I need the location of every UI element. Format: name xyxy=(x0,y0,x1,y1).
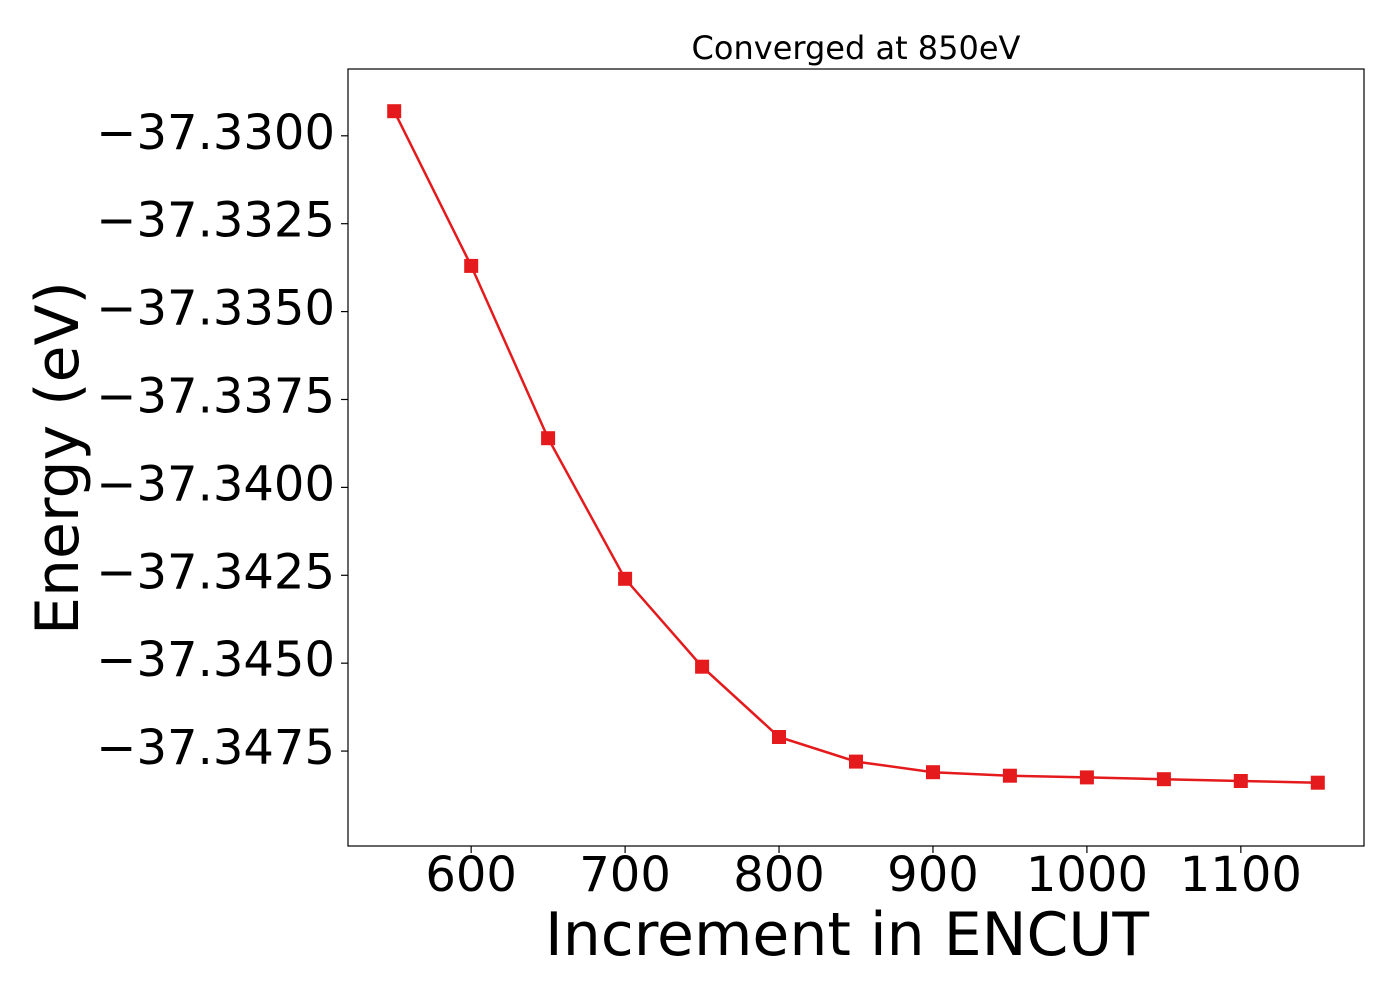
x-tick-label: 600 xyxy=(425,847,517,903)
data-point-marker xyxy=(541,431,556,446)
data-point-marker xyxy=(1310,775,1325,790)
y-axis-label: Energy (eV) xyxy=(23,281,93,635)
plot-area xyxy=(387,104,1325,790)
x-axis-ticks: 600 700 800 900 1000 1100 xyxy=(425,846,1302,903)
data-point-marker xyxy=(695,659,710,674)
data-point-marker xyxy=(1079,770,1094,785)
y-tick-label: −37.3375 xyxy=(96,368,335,424)
data-point-marker xyxy=(849,754,863,769)
data-point-marker xyxy=(387,104,402,119)
data-point-marker xyxy=(1156,772,1171,787)
y-axis-ticks: −37.3300 −37.3325 −37.3350 −37.3375 −37.3400… xyxy=(96,105,348,776)
y-tick-label: −37.3325 xyxy=(96,193,335,249)
y-tick-label: −37.3300 xyxy=(96,105,335,161)
y-tick-label: −37.3400 xyxy=(96,456,335,512)
y-tick-label: −37.3350 xyxy=(96,281,335,337)
data-point-marker xyxy=(1002,768,1017,783)
data-point-marker xyxy=(772,730,786,744)
x-tick-label: 1100 xyxy=(1180,847,1302,903)
x-tick-label: 800 xyxy=(733,847,825,903)
x-tick-label: 1000 xyxy=(1026,847,1148,903)
x-axis-label: Increment in ENCUT xyxy=(545,900,1149,970)
data-point-marker xyxy=(1233,774,1248,788)
y-tick-label: −37.3450 xyxy=(96,632,335,688)
y-tick-label: −37.3425 xyxy=(96,544,335,600)
axes-frame xyxy=(347,68,1365,847)
data-point-marker xyxy=(464,258,479,273)
data-point-marker xyxy=(618,571,633,586)
x-tick-label: 900 xyxy=(887,847,979,903)
data-point-marker xyxy=(926,765,940,780)
series-line xyxy=(393,110,1318,784)
y-tick-label: −37.3475 xyxy=(96,720,335,776)
x-tick-label: 700 xyxy=(579,847,671,903)
chart-title: Converged at 850eV xyxy=(692,29,1021,67)
